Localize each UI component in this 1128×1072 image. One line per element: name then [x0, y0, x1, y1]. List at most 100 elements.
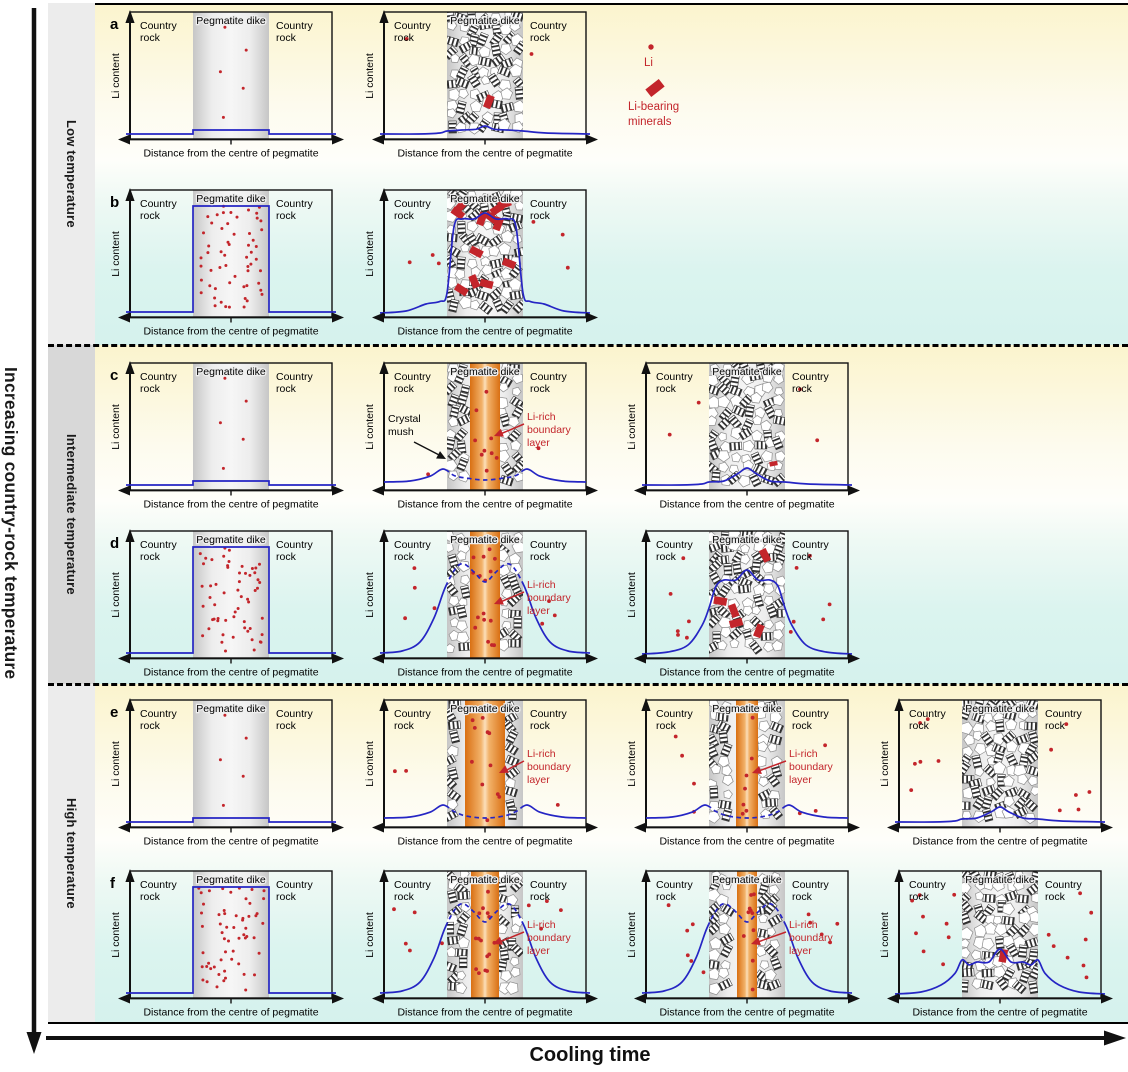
y-axis-label: Li content — [364, 404, 376, 450]
right-arrowhead-icon — [848, 485, 860, 496]
country-rock-right-label: Country rock — [276, 708, 314, 732]
horizontal-axis-label: Cooling time — [529, 1044, 651, 1066]
y-axis-label: Li content — [110, 231, 122, 277]
panel-e4: Country rock Country rock Pegmatite dike Li c… — [879, 698, 1113, 848]
country-rock-right-label: Country rock — [276, 371, 314, 395]
li-profile-curve — [641, 569, 853, 655]
right-arrowhead-icon — [332, 312, 344, 323]
y-axis-label: Li content — [110, 572, 122, 618]
li-rich-boundary-band — [736, 700, 758, 827]
panel-letter: f — [110, 875, 116, 892]
pegmatite-dike-band — [193, 190, 269, 317]
legend-minerals-label: Li-bearing minerals — [628, 101, 679, 128]
panel-letter: b — [110, 194, 119, 211]
panel-c2: Country rock Country rock Pegmatite dike Li c… — [364, 361, 598, 511]
crystal-texture — [447, 12, 523, 135]
temp-band-low: Low temperature — [48, 3, 95, 345]
up-arrowhead-icon — [125, 10, 135, 23]
pegmatite-dike-label: Pegmatite dike — [712, 534, 782, 546]
li-rich-boundary-layer-label: Li-rich boundary layer — [789, 919, 834, 957]
legend: Li Li-bearing minerals — [628, 44, 679, 128]
country-rock-right-label: Country rock — [530, 539, 568, 563]
pegmatite-dike-band — [193, 12, 269, 139]
pegmatite-dike-label: Pegmatite dike — [712, 703, 782, 715]
x-axis-label: Distance from the centre of pegmatite — [143, 148, 318, 160]
country-rock-right-label: Country rock — [792, 539, 830, 563]
li-dots-in-melt — [218, 25, 248, 119]
x-axis-label: Distance from the centre of pegmatite — [143, 326, 318, 338]
pegmatite-dike-band — [193, 700, 269, 827]
up-arrowhead-icon — [641, 361, 651, 374]
up-arrowhead-icon — [125, 361, 135, 374]
li-dots-in-country-rock — [393, 769, 560, 807]
country-rock-right-label: Country rock — [792, 371, 830, 395]
pegmatite-dike-label: Pegmatite dike — [965, 874, 1035, 886]
x-axis-label: Distance from the centre of pegmatite — [659, 667, 834, 679]
li-rich-boundary-band — [471, 871, 499, 998]
content-bottom-border — [48, 1022, 1128, 1024]
country-rock-left-label: Country rock — [394, 198, 432, 222]
temp-band-high-label: High temperature — [64, 798, 79, 909]
right-arrowhead-icon — [848, 822, 860, 833]
panel-letter: c — [110, 367, 118, 384]
y-axis-label: Li content — [626, 404, 638, 450]
country-rock-right-label: Country rock — [276, 539, 314, 563]
li-dots-in-country-rock — [910, 891, 1094, 980]
country-rock-left-label: Country rock — [140, 371, 178, 395]
crystal-texture — [709, 531, 785, 655]
y-axis-label: Li content — [879, 912, 891, 958]
li-dots-in-boundary-layer — [473, 389, 499, 473]
up-arrowhead-icon — [894, 869, 904, 882]
y-axis-label: Li content — [626, 912, 638, 958]
legend-mineral-swatch — [645, 78, 665, 98]
content-top-border — [95, 3, 1128, 5]
country-rock-left-label: Country rock — [909, 708, 947, 732]
legend-li-dot — [648, 44, 654, 50]
li-profile-curve — [126, 480, 336, 486]
country-rock-left-label: Country rock — [140, 20, 178, 44]
vertical-axis-label-wrap: Increasing country-rock temperature — [0, 0, 21, 1046]
pegmatite-dike-label: Pegmatite dike — [712, 366, 782, 378]
up-arrowhead-icon — [894, 698, 904, 711]
pegmatite-dike-band — [193, 531, 269, 658]
down-arrowhead-icon — [26, 1032, 42, 1054]
country-rock-left-label: Country rock — [394, 539, 432, 563]
li-profile-curve — [379, 212, 591, 314]
right-arrowhead-icon — [332, 993, 344, 1004]
panel-letter: d — [110, 535, 119, 552]
li-rich-boundary-band — [465, 700, 505, 827]
y-axis-label: Li content — [364, 53, 376, 99]
li-profile-curve — [126, 817, 336, 823]
left-arrowhead-icon — [118, 134, 130, 145]
panel-f3: Country rock Country rock Pegmatite dike Li c… — [626, 869, 860, 1019]
panel-a1: Country rock Country rock Pegmatite dike Li c… — [110, 10, 344, 160]
country-rock-left-label: Country rock — [140, 539, 178, 563]
panel-a2: Country rock Country rock Pegmatite dike Li c… — [364, 10, 598, 160]
li-profile-curve-dashed — [709, 805, 785, 819]
y-axis-label: Li content — [626, 741, 638, 787]
li-profile-curve — [379, 125, 591, 135]
crystal-texture — [962, 700, 1038, 825]
country-rock-left-label: Country rock — [656, 371, 694, 395]
up-arrowhead-icon — [379, 869, 389, 882]
x-axis-label: Distance from the centre of pegmatite — [397, 1007, 572, 1019]
up-arrowhead-icon — [379, 361, 389, 374]
left-arrowhead-icon — [887, 822, 899, 833]
panel-c3: Country rock Country rock Pegmatite dike Li c… — [626, 361, 860, 511]
left-arrowhead-icon — [887, 993, 899, 1004]
crystal-mush-label: Crystal mush — [388, 413, 421, 438]
left-arrowhead-icon — [634, 993, 646, 1004]
country-rock-left-label: Country rock — [140, 708, 178, 732]
pegmatite-dike-label: Pegmatite dike — [712, 874, 782, 886]
right-arrowhead-icon — [586, 653, 598, 664]
panel-f2: Country rock Country rock Pegmatite dike Li c… — [364, 869, 598, 1019]
country-rock-left-label: Country rock — [394, 20, 432, 44]
left-arrowhead-icon — [634, 485, 646, 496]
right-arrowhead-icon — [1101, 993, 1113, 1004]
li-dots-in-country-rock — [666, 903, 840, 975]
up-arrowhead-icon — [125, 188, 135, 201]
pegmatite-dike-label: Pegmatite dike — [196, 15, 266, 27]
y-axis-label: Li content — [110, 404, 122, 450]
panel-f4: Country rock Country rock Pegmatite dike Li c… — [879, 869, 1113, 1019]
